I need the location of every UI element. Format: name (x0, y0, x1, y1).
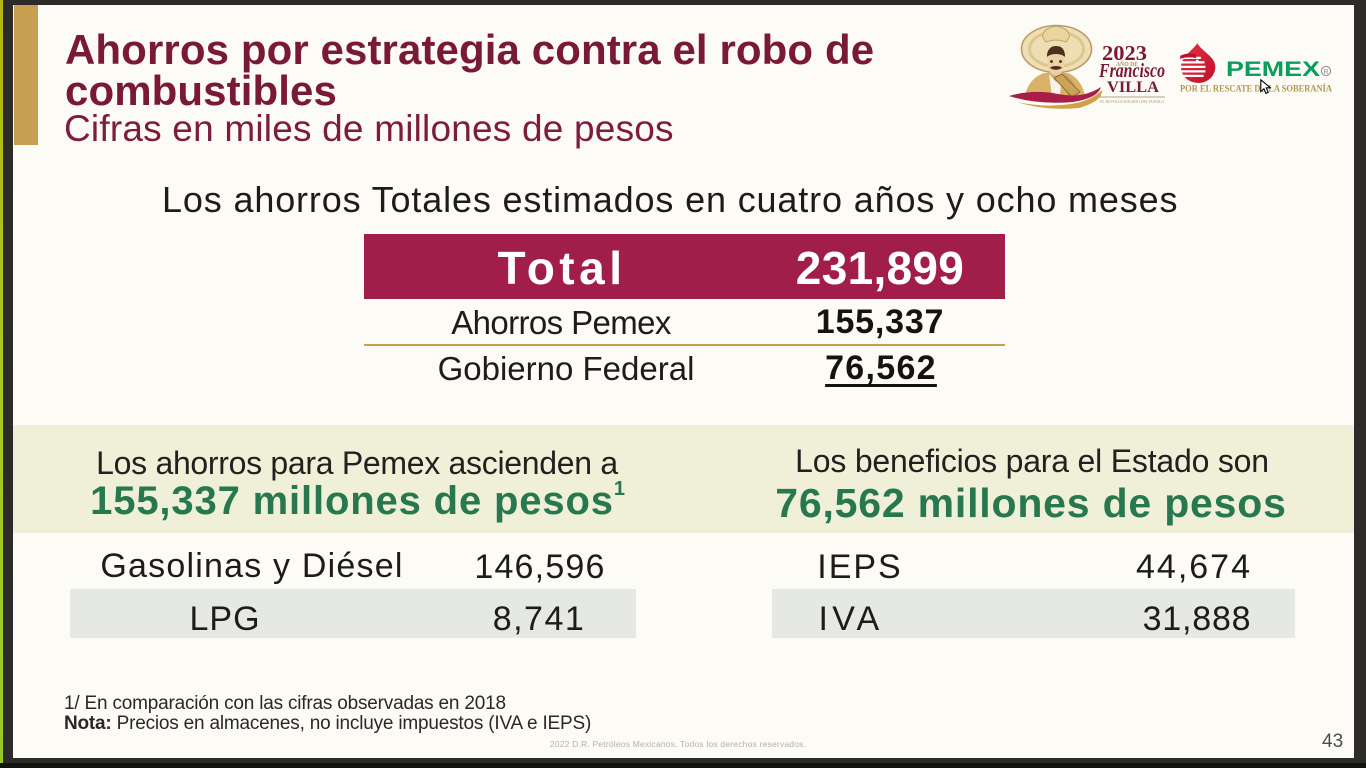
svg-text:POR EL RESCATE DE LA SOBERANÍA: POR EL RESCATE DE LA SOBERANÍA (1180, 83, 1332, 95)
svg-text:PEMEX: PEMEX (1226, 58, 1320, 81)
svg-text:R: R (1323, 69, 1328, 76)
svg-text:2023: 2023 (1102, 41, 1147, 65)
svg-text:VILLA: VILLA (1107, 79, 1159, 96)
svg-text:EL REVOLUCIONARIO DEL PUEBLO: EL REVOLUCIONARIO DEL PUEBLO (1100, 99, 1165, 104)
svg-text:AÑO DE: AÑO DE (1116, 60, 1138, 68)
svg-text:Francisco: Francisco (1098, 60, 1165, 82)
